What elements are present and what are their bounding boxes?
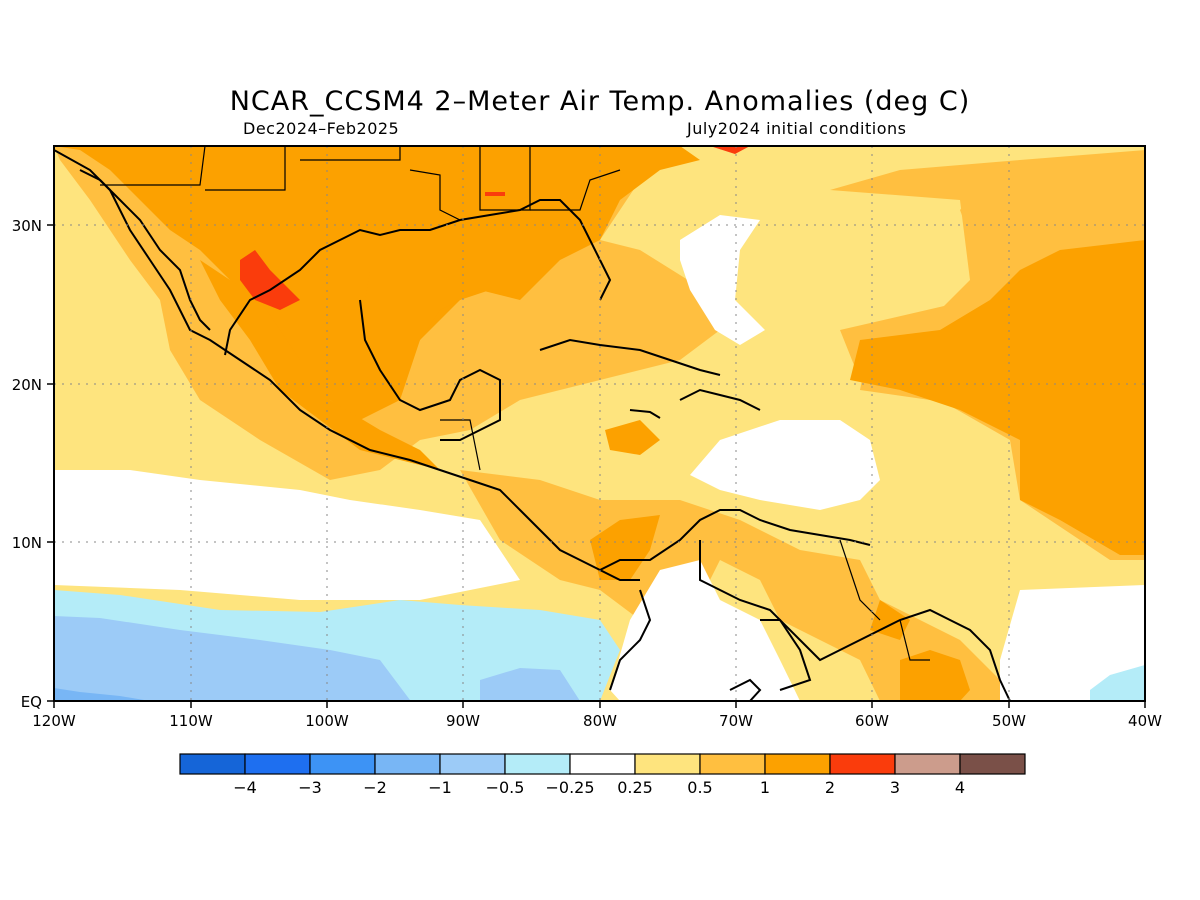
colorbar-swatch <box>894 753 961 775</box>
initial-conditions-label: July2024 initial conditions <box>687 119 907 138</box>
lon-tick-label: 50W <box>992 712 1026 730</box>
colorbar-swatch <box>764 753 831 775</box>
colorbar-label: 0.5 <box>687 778 712 797</box>
anomaly-region-cool-3 <box>480 668 580 701</box>
lon-tick-label: 70W <box>719 712 753 730</box>
lon-tick-label: 60W <box>855 712 889 730</box>
anomaly-region-cool-4 <box>54 688 150 701</box>
anomaly-region-1-2-gulf <box>605 420 660 455</box>
anomaly-region-2-3-b <box>485 192 505 196</box>
anomaly-region-neutral-sa <box>610 560 800 701</box>
lon-tick-labels: 120W 110W 100W 90W 80W 70W 60W 50W 40W <box>32 712 1162 730</box>
axis-tick-marks <box>47 224 1146 708</box>
lat-tick-labels: EQ 10N 20N 30N <box>12 217 42 711</box>
colorbar-swatch <box>959 753 1026 775</box>
lat-tick-label: 30N <box>12 217 42 235</box>
lon-tick-label: 120W <box>32 712 76 730</box>
colorbar-label: 0.25 <box>617 778 653 797</box>
colorbar-label: 2 <box>825 778 835 797</box>
anomaly-region-2-3-c <box>710 146 750 154</box>
colorbar-swatch <box>634 753 701 775</box>
season-label: Dec2024–Feb2025 <box>243 119 400 138</box>
colorbar-swatch <box>374 753 441 775</box>
lon-tick-label: 90W <box>446 712 480 730</box>
colorbar: −4 −3 −2 −1 −0.5 −0.25 0.25 0.5 1 2 3 4 <box>179 753 1026 797</box>
colorbar-swatch <box>829 753 896 775</box>
colorbar-label: −0.5 <box>486 778 525 797</box>
colorbar-label: 1 <box>760 778 770 797</box>
anomaly-region-1-2-atlantic <box>850 240 1145 555</box>
anomaly-region-neutral-east <box>680 215 765 345</box>
anomaly-region-1-2-south <box>900 650 970 701</box>
colorbar-label: −4 <box>233 778 257 797</box>
lon-tick-label: 100W <box>305 712 349 730</box>
anomaly-region-1-2-colombia <box>590 515 660 580</box>
anomaly-region-neutral-atl <box>1000 585 1145 701</box>
colorbar-label: −1 <box>428 778 452 797</box>
colorbar-swatch <box>699 753 766 775</box>
anomaly-region-1-2-east <box>360 146 700 400</box>
colorbar-label: −0.25 <box>545 778 594 797</box>
anomaly-region-cool-2 <box>54 616 410 701</box>
anomaly-region-cool-atl <box>1090 665 1145 701</box>
borders <box>100 146 930 661</box>
lon-tick-label: 110W <box>169 712 213 730</box>
lat-tick-label: EQ <box>21 693 42 711</box>
colorbar-label: −2 <box>363 778 387 797</box>
lon-tick-label: 40W <box>1128 712 1162 730</box>
anomaly-region-neutral-pacific <box>54 470 520 600</box>
grid-lines <box>54 146 1145 701</box>
colorbar-swatch <box>569 753 636 775</box>
anomaly-region-1-2-mexico <box>200 260 440 470</box>
coastlines <box>54 149 1011 701</box>
anomaly-region-2-3 <box>240 250 300 310</box>
lat-tick-label: 10N <box>12 534 42 552</box>
lat-tick-label: 20N <box>12 376 42 394</box>
colorbar-label: 3 <box>890 778 900 797</box>
colorbar-label: 4 <box>955 778 965 797</box>
lon-tick-label: 80W <box>583 712 617 730</box>
map-title: NCAR_CCSM4 2–Meter Air Temp. Anomalies (… <box>229 86 971 117</box>
colorbar-swatch <box>179 753 246 775</box>
colorbar-swatch <box>504 753 571 775</box>
colorbar-label: −3 <box>298 778 322 797</box>
colorbar-swatch <box>244 753 311 775</box>
colorbar-swatch <box>439 753 506 775</box>
map-fill-layer <box>54 146 1145 701</box>
anomaly-region-neutral-carib <box>690 420 880 510</box>
colorbar-swatch <box>309 753 376 775</box>
